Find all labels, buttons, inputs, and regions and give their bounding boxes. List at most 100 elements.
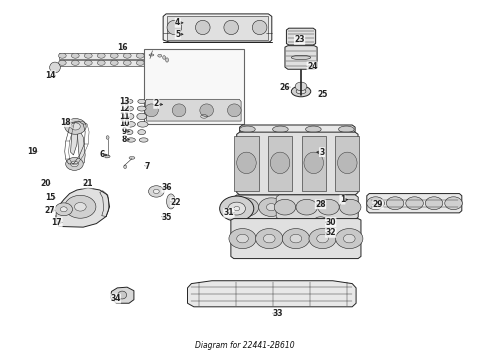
Polygon shape (231, 219, 361, 258)
Ellipse shape (237, 152, 256, 174)
Ellipse shape (125, 130, 133, 135)
Ellipse shape (304, 152, 323, 174)
Circle shape (296, 199, 318, 215)
Circle shape (292, 203, 301, 211)
Circle shape (317, 234, 328, 243)
Ellipse shape (126, 138, 135, 142)
Ellipse shape (84, 53, 92, 58)
Ellipse shape (123, 165, 126, 168)
Circle shape (386, 197, 404, 210)
Circle shape (153, 189, 159, 194)
Text: 28: 28 (315, 200, 326, 209)
Circle shape (229, 229, 256, 249)
Circle shape (220, 196, 254, 221)
Text: 23: 23 (294, 36, 305, 45)
Polygon shape (285, 46, 317, 69)
Ellipse shape (196, 20, 210, 35)
Text: 10: 10 (119, 120, 129, 129)
Text: 15: 15 (45, 193, 55, 202)
Circle shape (282, 229, 310, 249)
Text: 26: 26 (280, 83, 290, 92)
Text: 12: 12 (119, 104, 129, 113)
Ellipse shape (291, 55, 311, 60)
Ellipse shape (339, 126, 354, 132)
Text: 16: 16 (117, 43, 127, 52)
Text: 5: 5 (175, 30, 180, 39)
Polygon shape (163, 14, 272, 42)
Ellipse shape (138, 99, 146, 104)
Text: 13: 13 (119, 97, 129, 106)
Polygon shape (71, 121, 78, 155)
Text: 35: 35 (162, 213, 172, 222)
Ellipse shape (137, 106, 146, 111)
Text: 34: 34 (110, 294, 121, 303)
Polygon shape (188, 281, 356, 307)
Polygon shape (237, 132, 358, 195)
Circle shape (234, 206, 240, 211)
Ellipse shape (118, 291, 126, 299)
Text: 2: 2 (154, 99, 159, 108)
Bar (59, 53, 144, 59)
Ellipse shape (136, 53, 144, 58)
Text: 22: 22 (171, 198, 181, 207)
Text: 17: 17 (51, 218, 62, 227)
Circle shape (343, 203, 352, 211)
Ellipse shape (163, 56, 166, 59)
Ellipse shape (270, 152, 290, 174)
Circle shape (65, 118, 86, 134)
Text: 29: 29 (373, 200, 383, 209)
Text: Diagram for 22441-2B610: Diagram for 22441-2B610 (195, 341, 295, 350)
Circle shape (148, 186, 164, 197)
Text: 8: 8 (122, 135, 127, 144)
Circle shape (445, 197, 462, 210)
Circle shape (256, 229, 283, 249)
Ellipse shape (296, 89, 306, 94)
Circle shape (290, 234, 302, 243)
Ellipse shape (291, 86, 311, 97)
Ellipse shape (138, 130, 146, 135)
Text: 36: 36 (162, 183, 172, 192)
Polygon shape (276, 195, 358, 219)
Circle shape (309, 198, 335, 216)
Ellipse shape (110, 53, 118, 58)
Circle shape (367, 197, 384, 210)
Circle shape (309, 229, 336, 249)
Text: 4: 4 (175, 18, 180, 27)
Ellipse shape (272, 126, 288, 132)
Bar (335, 136, 360, 192)
Ellipse shape (166, 58, 169, 62)
Circle shape (284, 198, 309, 216)
Text: 7: 7 (145, 162, 150, 171)
Ellipse shape (106, 136, 109, 139)
Text: 18: 18 (60, 118, 71, 127)
Text: 3: 3 (319, 148, 324, 157)
Circle shape (65, 195, 96, 218)
Circle shape (295, 82, 307, 91)
Circle shape (335, 198, 360, 216)
Text: 24: 24 (307, 62, 318, 71)
Ellipse shape (72, 53, 79, 58)
Circle shape (241, 203, 251, 211)
Bar (59, 60, 144, 66)
Ellipse shape (145, 104, 158, 117)
Text: 6: 6 (99, 150, 104, 159)
Ellipse shape (124, 106, 133, 111)
Ellipse shape (306, 126, 321, 132)
Circle shape (264, 234, 275, 243)
Ellipse shape (224, 20, 239, 35)
Circle shape (60, 207, 67, 212)
Text: 11: 11 (119, 112, 129, 121)
Circle shape (343, 234, 355, 243)
Ellipse shape (124, 113, 134, 120)
Text: 30: 30 (325, 218, 336, 227)
Bar (167, 17, 269, 40)
Text: 14: 14 (45, 71, 55, 80)
Polygon shape (367, 194, 462, 213)
Circle shape (71, 161, 78, 167)
Ellipse shape (123, 53, 131, 58)
Text: 1: 1 (340, 195, 345, 204)
Circle shape (71, 123, 80, 130)
Ellipse shape (72, 60, 79, 65)
Ellipse shape (110, 60, 118, 65)
Circle shape (318, 199, 339, 215)
